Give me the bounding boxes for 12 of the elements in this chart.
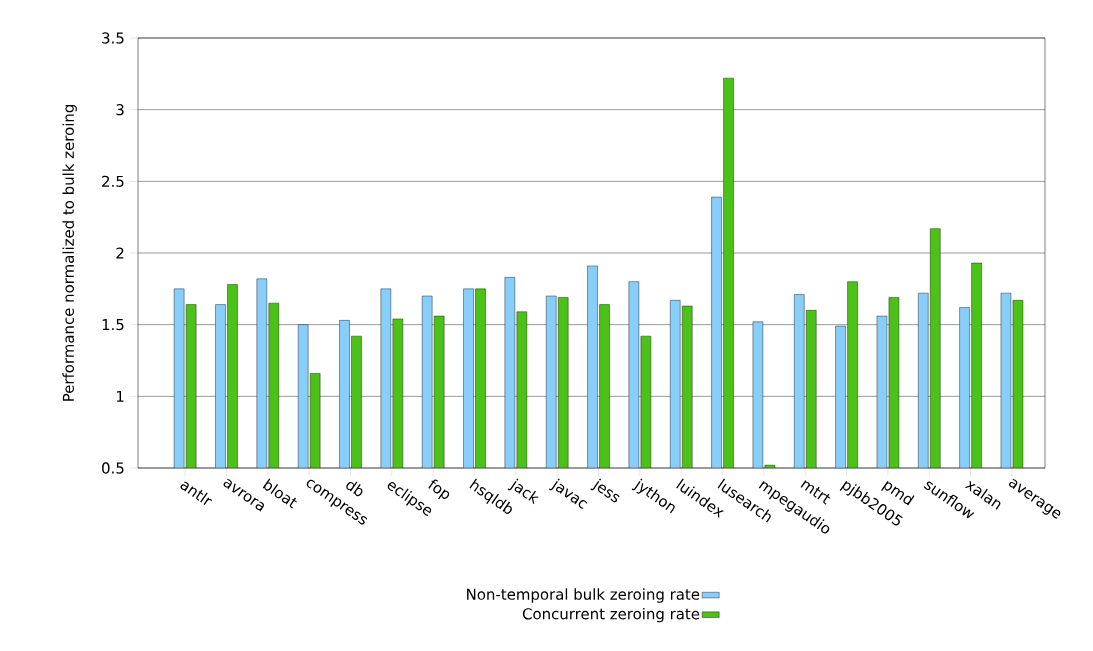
- y-tick-label: 3.5: [102, 32, 124, 44]
- y-tick-label: 1.5: [102, 319, 124, 331]
- y-tick-label: 1: [116, 390, 124, 402]
- y-tick-label: 2: [116, 247, 124, 259]
- legend-label: Non-temporal bulk zeroing rate: [467, 588, 700, 603]
- x-tick-label: antlr: [180, 481, 213, 505]
- y-tick-label: 2.5: [102, 175, 124, 187]
- x-tick-label: jess: [590, 478, 620, 503]
- y-tick-label: 3: [116, 104, 124, 116]
- y-axis-title: Performance normalized to bulk zeroing: [62, 105, 77, 401]
- legend-label: Concurrent zeroing rate: [522, 607, 700, 623]
- y-tick-label: 0.5: [102, 462, 124, 474]
